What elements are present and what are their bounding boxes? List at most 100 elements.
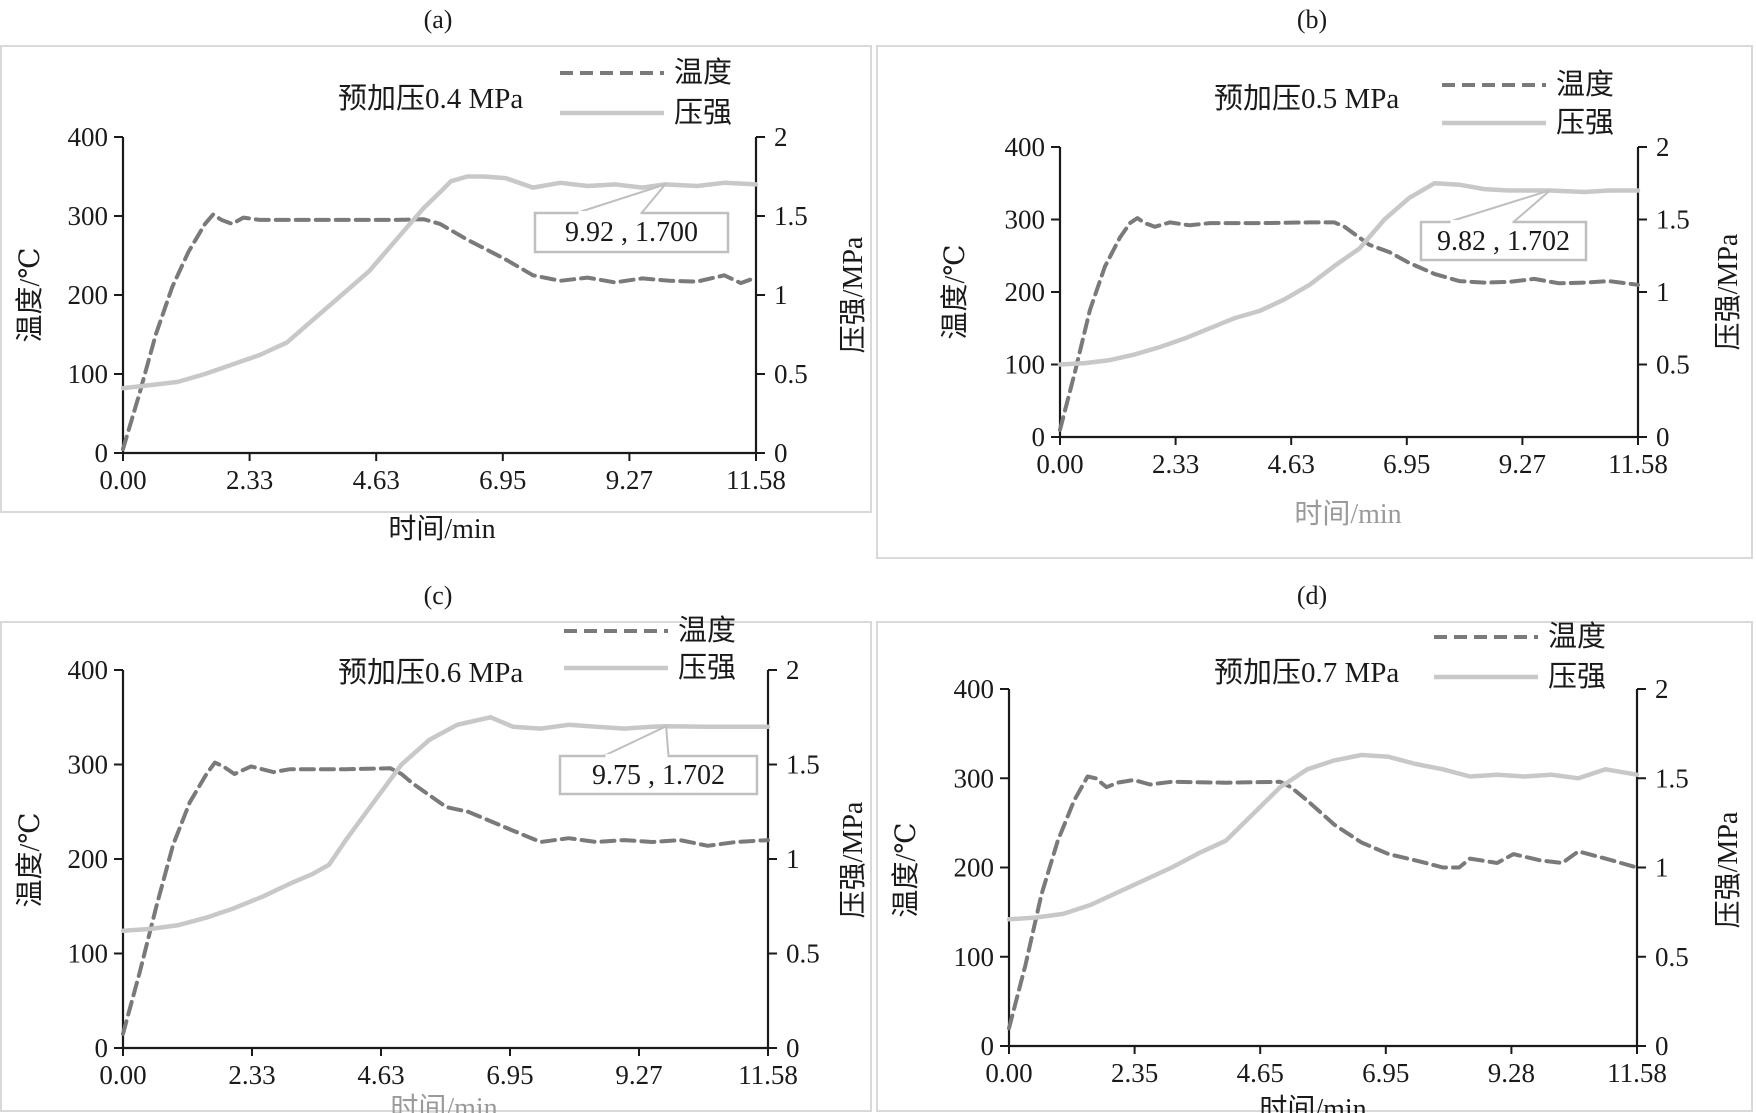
callout-label: 9.82 , 1.702 — [1437, 226, 1570, 257]
chart-panel-c: (c) 0 100 200 300 400 0 0.5 1 1.5 2 0.00 2.33 4.63 6.9… — [0, 581, 872, 1113]
chart-panel-b: (b) 0 100 200 300 400 0 0.5 1 1.5 2 0.00 2.33 4.63 6.9… — [876, 5, 1753, 559]
y-left-tick-label: 400 — [954, 674, 995, 704]
chart-panel-d: (d) 0 100 200 300 400 0 0.5 1 1.5 2 0.00 2.35 4.65 6.9… — [876, 581, 1753, 1113]
y-axis-right-title: 压强/MPa — [1713, 811, 1744, 928]
y-right-tick-label: 0 — [774, 438, 788, 468]
x-tick-label: 0.00 — [99, 465, 146, 495]
y-right-tick-label: 1.5 — [786, 750, 820, 780]
y-left-tick-label: 0 — [981, 1031, 995, 1061]
callout-pointer — [1448, 189, 1551, 223]
x-tick-label: 9.27 — [615, 1060, 662, 1090]
y-right-tick-label: 1.5 — [1656, 205, 1690, 235]
pressure-series-line — [1057, 181, 1641, 367]
temperature-series-line — [121, 212, 758, 452]
callout-joint — [1450, 220, 1513, 225]
y-left-tick-label: 0 — [1032, 422, 1046, 452]
panel-frame — [876, 45, 1753, 559]
y-right-tick-label: 1 — [786, 844, 800, 874]
x-tick-label: 11.58 — [1607, 1058, 1667, 1088]
pressure-series-line — [120, 715, 771, 934]
y-left-tick-label: 0 — [95, 1033, 109, 1063]
y-right-tick-label: 0.5 — [1656, 350, 1690, 380]
x-tick-label: 0.00 — [1036, 449, 1083, 479]
y-right-tick-label: 0.5 — [774, 359, 808, 389]
legend-temperature-label: 温度 — [1556, 68, 1614, 101]
x-tick-label: 2.35 — [1111, 1058, 1158, 1088]
temperature-series-line — [1058, 216, 1640, 432]
y-right-tick-label: 1.5 — [1655, 763, 1689, 793]
x-tick-label: 6.95 — [1383, 449, 1430, 479]
y-right-tick-label: 1 — [1656, 277, 1670, 307]
x-axis-title: 时间/min — [388, 513, 495, 545]
y-left-tick-label: 300 — [68, 750, 109, 780]
x-tick-label: 0.00 — [985, 1058, 1032, 1088]
y-left-tick-label: 400 — [68, 655, 109, 685]
y-left-tick-label: 200 — [954, 853, 995, 883]
x-axis-title: 时间/min — [390, 1092, 497, 1113]
y-axis-left-title: 温度/℃ — [14, 812, 46, 907]
x-tick-label: 4.63 — [1268, 449, 1315, 479]
y-right-tick-label: 2 — [1656, 132, 1670, 162]
panel-label: (a) — [424, 5, 453, 34]
y-axis-right-title: 压强/MPa — [1713, 233, 1744, 350]
chart-panel-a: (a) 0 100 200 300 400 0 0.5 1 1.5 2 0.00 2.33 4.63 6.9… — [0, 5, 872, 545]
y-right-tick-label: 1 — [774, 280, 788, 310]
y-left-tick-label: 300 — [954, 763, 995, 793]
x-tick-label: 4.63 — [357, 1060, 404, 1090]
y-axis-left-title: 温度/℃ — [890, 822, 922, 917]
x-tick-label: 2.33 — [1152, 449, 1199, 479]
x-tick-label: 11.58 — [1608, 449, 1668, 479]
y-right-tick-label: 1.5 — [774, 201, 808, 231]
x-tick-label: 2.33 — [226, 465, 273, 495]
y-axis-right-title: 压强/MPa — [838, 801, 869, 918]
x-tick-label: 4.65 — [1237, 1058, 1284, 1088]
callout-joint — [578, 211, 641, 216]
legend-temperature-label: 温度 — [674, 56, 732, 89]
y-right-tick-label: 1 — [1655, 853, 1669, 883]
y-left-tick-label: 300 — [1005, 205, 1046, 235]
callout-label: 9.92 , 1.700 — [565, 217, 698, 248]
pressure-series-line — [120, 174, 759, 391]
y-right-tick-label: 2 — [1655, 674, 1669, 704]
legend-pressure-label: 压强 — [1548, 661, 1606, 693]
y-right-tick-label: 0 — [1656, 422, 1670, 452]
legend-pressure-label: 压强 — [674, 97, 732, 129]
x-tick-label: 9.27 — [606, 465, 653, 495]
panel-frame — [0, 621, 872, 1112]
legend-temperature-label: 温度 — [678, 614, 736, 647]
legend-temperature-label: 温度 — [1548, 620, 1606, 653]
x-tick-label: 6.95 — [479, 465, 526, 495]
panel-label: (d) — [1297, 581, 1327, 610]
chart-title: 预加压0.7 MPa — [1214, 657, 1399, 689]
x-tick-label: 6.95 — [486, 1060, 533, 1090]
x-axis-title: 时间/min — [1294, 498, 1401, 530]
x-tick-label: 9.28 — [1488, 1058, 1535, 1088]
panel-frame — [0, 45, 872, 513]
y-left-tick-label: 0 — [95, 438, 109, 468]
x-tick-label: 11.58 — [738, 1060, 798, 1090]
x-tick-label: 4.63 — [353, 465, 400, 495]
y-left-tick-label: 300 — [68, 201, 109, 231]
y-right-tick-label: 0.5 — [1655, 942, 1689, 972]
panel-label: (b) — [1297, 5, 1327, 34]
x-tick-label: 9.27 — [1499, 449, 1546, 479]
y-right-tick-label: 0 — [786, 1033, 800, 1063]
y-left-tick-label: 400 — [68, 122, 109, 152]
y-right-tick-label: 2 — [774, 122, 788, 152]
pressure-series-line — [1006, 752, 1640, 922]
callout-label: 9.75 , 1.702 — [592, 760, 725, 791]
y-axis-left-title: 温度/℃ — [14, 247, 46, 342]
x-axis-title: 时间/min — [1259, 1093, 1366, 1113]
y-right-tick-label: 2 — [786, 655, 800, 685]
legend-pressure-label: 压强 — [1556, 107, 1614, 139]
callout-pointer — [603, 724, 670, 757]
x-tick-label: 11.58 — [726, 465, 786, 495]
x-tick-label: 0.00 — [99, 1060, 146, 1090]
y-right-tick-label: 0 — [1655, 1031, 1669, 1061]
y-left-tick-label: 200 — [68, 280, 109, 310]
y-left-tick-label: 200 — [68, 844, 109, 874]
y-axis-right-title: 压强/MPa — [838, 236, 869, 353]
temperature-series-line — [1007, 774, 1639, 1031]
chart-title: 预加压0.6 MPa — [338, 657, 523, 689]
